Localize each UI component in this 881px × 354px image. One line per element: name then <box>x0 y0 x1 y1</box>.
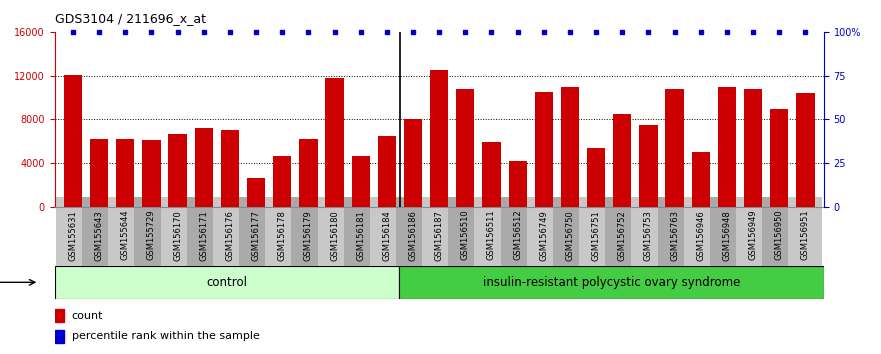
Bar <box>300 139 317 207</box>
Bar <box>352 156 370 207</box>
Bar <box>195 128 213 207</box>
Bar <box>456 89 475 207</box>
Text: percentile rank within the sample: percentile rank within the sample <box>71 331 260 341</box>
Bar <box>587 148 605 207</box>
Bar <box>55 330 63 343</box>
Bar <box>692 152 710 207</box>
Bar <box>561 87 579 207</box>
Bar <box>403 120 422 207</box>
Bar <box>168 134 187 207</box>
Bar <box>770 109 788 207</box>
Bar <box>247 177 265 207</box>
Bar <box>640 125 657 207</box>
Bar <box>378 136 396 207</box>
Text: count: count <box>71 311 103 321</box>
Bar <box>63 75 82 207</box>
Bar <box>90 139 108 207</box>
Bar <box>399 266 824 299</box>
Bar <box>718 87 737 207</box>
Bar <box>482 142 500 207</box>
Bar <box>116 139 135 207</box>
Text: insulin-resistant polycystic ovary syndrome: insulin-resistant polycystic ovary syndr… <box>483 276 740 289</box>
Bar <box>535 92 553 207</box>
Bar <box>273 156 292 207</box>
Bar <box>325 78 344 207</box>
Bar <box>55 266 399 299</box>
Bar <box>508 161 527 207</box>
Text: control: control <box>206 276 248 289</box>
Bar <box>430 70 448 207</box>
Bar <box>142 140 160 207</box>
Text: GDS3104 / 211696_x_at: GDS3104 / 211696_x_at <box>55 12 205 25</box>
Bar <box>55 309 63 322</box>
Bar <box>744 89 762 207</box>
Bar <box>665 89 684 207</box>
Bar <box>796 93 815 207</box>
Bar <box>221 130 239 207</box>
Bar <box>613 114 632 207</box>
